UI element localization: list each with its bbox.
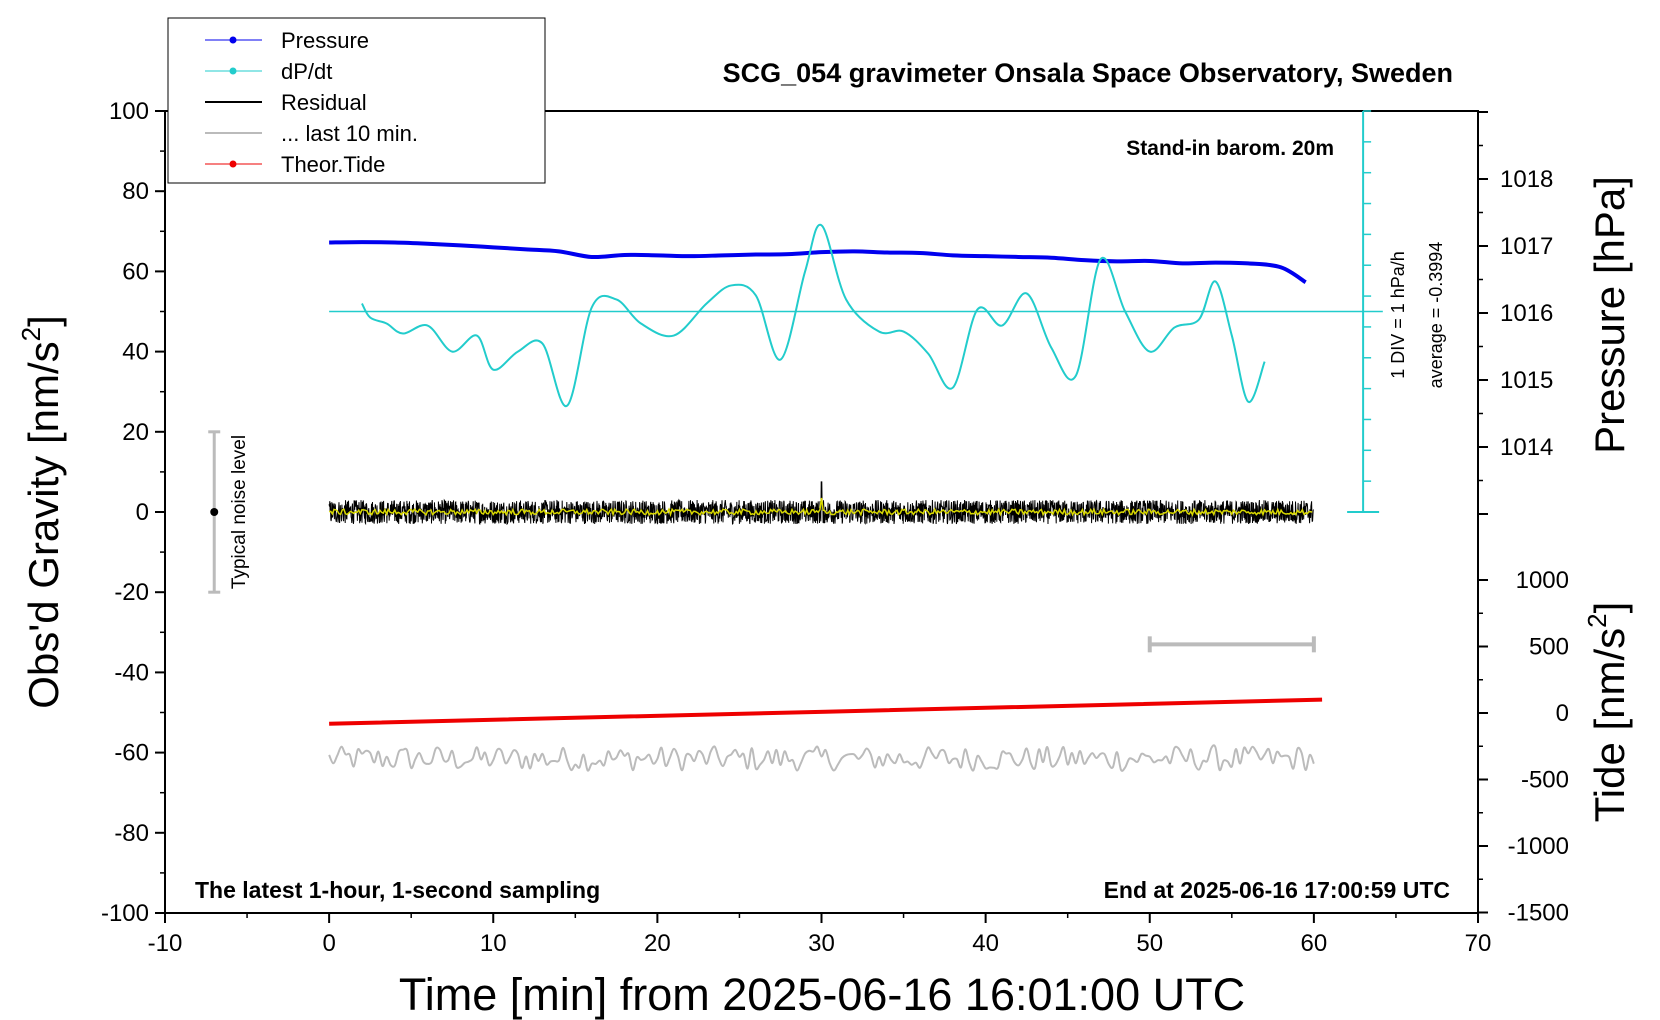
y-left-tick-label: -80 [114,820,149,847]
y-left-tick-label: 80 [122,178,149,205]
y-left-tick-label: 60 [122,258,149,285]
legend-label: ... last 10 min. [281,121,418,146]
x-axis-label: Time [min] from 2025-06-16 16:01:00 UTC [399,969,1245,1020]
pressure-tick-label: 1016 [1500,300,1553,327]
dpdt-average-label: average = -0.3994 [1426,242,1446,389]
tide-tick-label: 500 [1529,634,1569,661]
noise-bar-center [210,508,219,516]
legend-label: Theor.Tide [281,152,385,177]
x-tick-label: 30 [808,930,835,957]
series-residual-filtered [329,497,1313,518]
y-left-tick-label: 0 [136,499,149,526]
legend-label: dP/dt [281,59,332,84]
y-axis-tide-label: Tide [nm/s2] [1582,602,1633,823]
legend-marker [229,36,237,44]
legend-marker [229,67,237,75]
tide-tick-label: 1000 [1516,567,1569,594]
y-axis-left-label-end: ] [20,315,67,327]
y-axis-pressure-label: Pressure [hPa] [1586,176,1633,454]
axes-layer: -10 0 10 20 30 40 50 60 70-100-80-60-40-20020406… [101,98,1569,957]
pressure-tick-label: 1018 [1500,166,1553,193]
tide-tick-label: -500 [1521,767,1569,794]
y-left-tick-label: 20 [122,419,149,446]
y-left-tick-label: -60 [114,740,149,767]
y-axis-tide-label-end: ] [1586,602,1633,614]
x-tick-label: -10 [148,930,183,957]
pressure-tick-label: 1017 [1500,233,1553,260]
y-axis-tide-label-sup: 2 [1582,613,1612,627]
barometer-annotation: Stand-in barom. 20m [1126,137,1334,160]
y-left-tick-label: -40 [114,659,149,686]
x-tick-label: 10 [480,930,507,957]
chart-title: SCG_054 gravimeter Onsala Space Observat… [723,58,1453,88]
pressure-tick-label: 1014 [1500,434,1553,461]
series-last-10-min [328,744,1315,772]
y-axis-left-label: Obs'd Gravity [nm/s2] [16,315,67,709]
y-left-tick-label: 100 [109,98,149,125]
y-left-tick-label: -20 [114,579,149,606]
series-theor-tide [329,697,1323,726]
x-tick-label: 70 [1465,930,1492,957]
x-tick-label: 60 [1301,930,1328,957]
y-left-tick-label: 40 [122,339,149,366]
legend-box [167,17,546,184]
legend: Pressure dP/dt Residual ... last 10 min. The… [167,17,546,184]
legend-label: Residual [281,90,367,115]
x-tick-label: 50 [1136,930,1163,957]
y-left-tick-label: -100 [101,900,149,927]
legend-marker [229,160,237,168]
series-dp-dt [361,224,1266,407]
x-tick-label: 0 [322,930,335,957]
dpdt-div-label: 1 DIV = 1 hPa/h [1388,251,1408,379]
tide-tick-label: -1500 [1508,900,1569,927]
pressure-tick-label: 1015 [1500,367,1553,394]
x-tick-label: 40 [972,930,999,957]
legend-label: Pressure [281,28,369,53]
tide-tick-label: -1000 [1508,833,1569,860]
noise-level-label: Typical noise level [229,435,250,589]
series-pressure [329,240,1307,284]
y-axis-left-label-sup: 2 [16,327,46,341]
end-time-annotation: End at 2025-06-16 17:00:59 UTC [1104,877,1450,903]
sampling-annotation: The latest 1-hour, 1-second sampling [195,877,600,903]
series-residual [328,481,1314,526]
series-layer [328,224,1323,772]
tide-tick-label: 0 [1556,700,1569,727]
x-tick-label: 20 [644,930,671,957]
